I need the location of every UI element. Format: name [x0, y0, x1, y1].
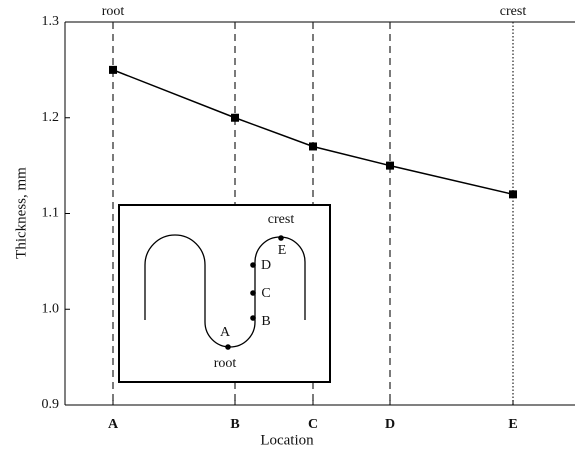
- x-tick-label: E: [508, 417, 517, 432]
- inset-label: A: [220, 325, 231, 340]
- inset-label: C: [261, 286, 270, 301]
- inset-point: [225, 344, 231, 350]
- y-tick-label: 1.1: [42, 206, 60, 221]
- data-point: [231, 113, 239, 122]
- x-tick-label: B: [230, 417, 239, 432]
- inset-label: B: [261, 314, 270, 329]
- top-label: crest: [500, 4, 527, 19]
- y-tick-label: 1.0: [42, 301, 60, 316]
- data-point: [309, 142, 317, 151]
- inset-point: [278, 235, 284, 241]
- x-tick-label: D: [385, 417, 395, 432]
- y-tick-label: 0.9: [42, 397, 60, 412]
- inset-point: [250, 315, 256, 321]
- inset-label: root: [214, 356, 237, 371]
- inset-point: [250, 290, 256, 296]
- x-axis-label: Location: [260, 432, 314, 448]
- x-tick-label: A: [108, 417, 119, 432]
- inset-point: [250, 262, 256, 268]
- y-tick-label: 1.3: [42, 14, 60, 29]
- top-label: root: [102, 4, 125, 19]
- inset-label: E: [278, 243, 287, 258]
- y-tick-label: 1.2: [42, 110, 60, 125]
- data-point: [509, 190, 517, 199]
- data-point: [109, 65, 117, 74]
- x-tick-label: C: [308, 417, 318, 432]
- inset-label: crest: [268, 212, 295, 227]
- inset-label: D: [261, 258, 271, 273]
- data-point: [386, 161, 394, 170]
- inset-box: [118, 204, 331, 383]
- y-axis-label: Thickness, mm: [13, 167, 29, 259]
